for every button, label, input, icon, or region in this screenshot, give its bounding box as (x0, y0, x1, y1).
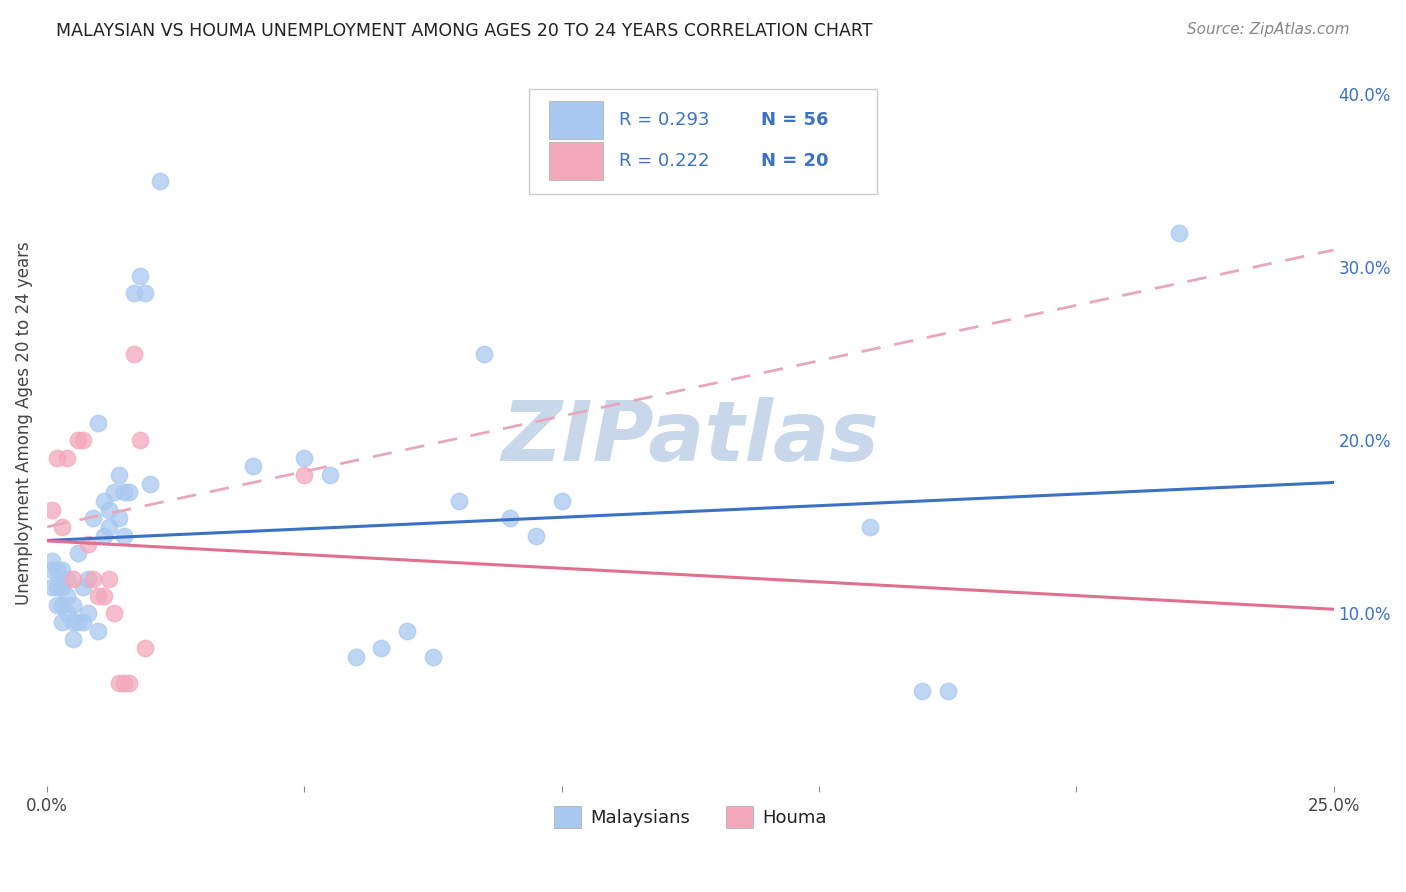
Point (66, 546, 89, 560)
Point (396, 624, 419, 638)
Point (56, 589, 79, 603)
Point (77, 572, 100, 586)
Legend: Malaysians, Houma: Malaysians, Houma (547, 799, 834, 836)
Point (103, 607, 125, 621)
Point (62, 572, 84, 586)
Point (134, 286, 156, 301)
Point (128, 434, 150, 448)
Point (72, 434, 94, 448)
Point (93, 528, 115, 542)
FancyBboxPatch shape (548, 101, 603, 139)
Point (77, 537, 100, 551)
Point (41, 502, 63, 516)
Point (292, 467, 315, 482)
Point (66, 615, 89, 629)
Point (292, 450, 315, 465)
FancyBboxPatch shape (530, 88, 877, 194)
Point (1168, 226, 1191, 240)
Point (93, 589, 115, 603)
Point (72, 581, 94, 595)
Point (103, 485, 125, 500)
Point (66, 434, 89, 448)
Text: Source: ZipAtlas.com: Source: ZipAtlas.com (1187, 22, 1350, 37)
Point (319, 467, 342, 482)
Point (118, 485, 141, 500)
Point (499, 511, 522, 525)
Point (46, 581, 69, 595)
Point (112, 528, 135, 542)
Point (124, 286, 146, 301)
Point (93, 494, 115, 508)
Point (97, 520, 120, 534)
Point (87, 416, 110, 430)
Point (124, 347, 146, 361)
Point (134, 640, 156, 655)
Point (46, 450, 69, 465)
Point (550, 494, 572, 508)
Text: MALAYSIAN VS HOUMA UNEMPLOYMENT AMONG AGES 20 TO 24 YEARS CORRELATION CHART: MALAYSIAN VS HOUMA UNEMPLOYMENT AMONG AG… (56, 22, 873, 40)
Text: ZIPatlas: ZIPatlas (502, 397, 879, 478)
Text: R = 0.293: R = 0.293 (620, 111, 710, 129)
Y-axis label: Unemployment Among Ages 20 to 24 years: Unemployment Among Ages 20 to 24 years (15, 241, 32, 605)
Point (118, 675, 141, 690)
Point (41, 563, 63, 577)
Point (128, 268, 150, 283)
Point (344, 649, 367, 664)
Text: N = 20: N = 20 (761, 153, 828, 170)
Point (51, 520, 73, 534)
Point (41, 554, 63, 568)
Point (108, 467, 131, 482)
Point (87, 589, 110, 603)
Point (112, 485, 135, 500)
Point (46, 563, 69, 577)
Point (51, 563, 73, 577)
Point (46, 598, 69, 612)
Point (524, 528, 547, 542)
Point (56, 572, 79, 586)
Point (56, 450, 79, 465)
Point (72, 615, 94, 629)
Point (936, 684, 959, 698)
Point (62, 615, 84, 629)
Point (474, 347, 496, 361)
Point (149, 174, 172, 188)
Point (139, 476, 162, 491)
Point (51, 581, 73, 595)
Point (370, 640, 392, 655)
Point (62, 598, 84, 612)
Point (108, 511, 131, 525)
Point (51, 598, 73, 612)
Point (82, 511, 104, 525)
Point (911, 684, 934, 698)
Point (242, 459, 264, 474)
Point (447, 494, 470, 508)
Point (56, 607, 79, 621)
Point (77, 607, 100, 621)
Point (108, 675, 131, 690)
Point (82, 572, 104, 586)
Text: R = 0.222: R = 0.222 (620, 153, 710, 170)
Point (97, 502, 120, 516)
Point (41, 581, 63, 595)
Point (51, 615, 73, 629)
Point (62, 632, 84, 647)
Point (859, 520, 882, 534)
FancyBboxPatch shape (548, 143, 603, 180)
Point (87, 624, 110, 638)
Text: N = 56: N = 56 (761, 111, 828, 129)
Point (112, 675, 135, 690)
Point (97, 572, 120, 586)
Point (422, 649, 444, 664)
